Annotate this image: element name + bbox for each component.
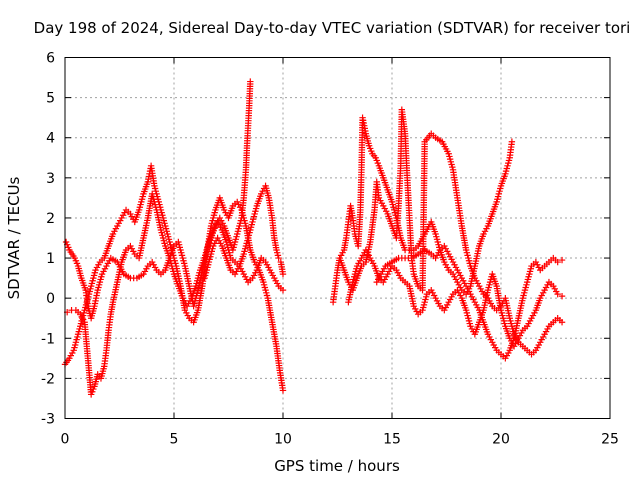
data-marks (61, 78, 566, 398)
x-tick-label: 25 (601, 432, 619, 448)
y-tick-label: 3 (46, 171, 55, 187)
y-tick-labels: -3 -2 -1 0 1 2 3 4 5 6 (41, 51, 55, 428)
y-tick-label: -2 (41, 371, 55, 387)
y-axis-label: SDTVAR / TECUs (5, 176, 23, 299)
grid-lines (65, 57, 610, 419)
x-axis-label: GPS time / hours (274, 457, 400, 475)
y-tick-label: -1 (41, 331, 55, 347)
y-tick-label: 5 (46, 91, 55, 107)
x-tick-label: 5 (170, 432, 179, 448)
series-markers (201, 182, 287, 282)
plot-frame (64, 57, 611, 419)
series-markers (345, 246, 566, 350)
series-markers (373, 242, 566, 362)
chart-title: Day 198 of 2024, Sidereal Day-to-day VTE… (34, 19, 631, 37)
y-tick-label: 2 (46, 211, 55, 227)
x-tick-labels: 0 5 10 15 20 25 (61, 432, 619, 448)
y-tick-label: 1 (46, 251, 55, 267)
y-tick-label: 6 (46, 51, 55, 67)
x-tick-label: 10 (274, 432, 292, 448)
x-tick-label: 20 (492, 432, 510, 448)
y-tick-label: -3 (41, 412, 55, 428)
axis-ticks (64, 57, 611, 419)
y-tick-label: 4 (46, 131, 55, 147)
y-tick-label: 0 (46, 291, 55, 307)
x-tick-label: 0 (61, 432, 70, 448)
x-tick-label: 15 (383, 432, 401, 448)
